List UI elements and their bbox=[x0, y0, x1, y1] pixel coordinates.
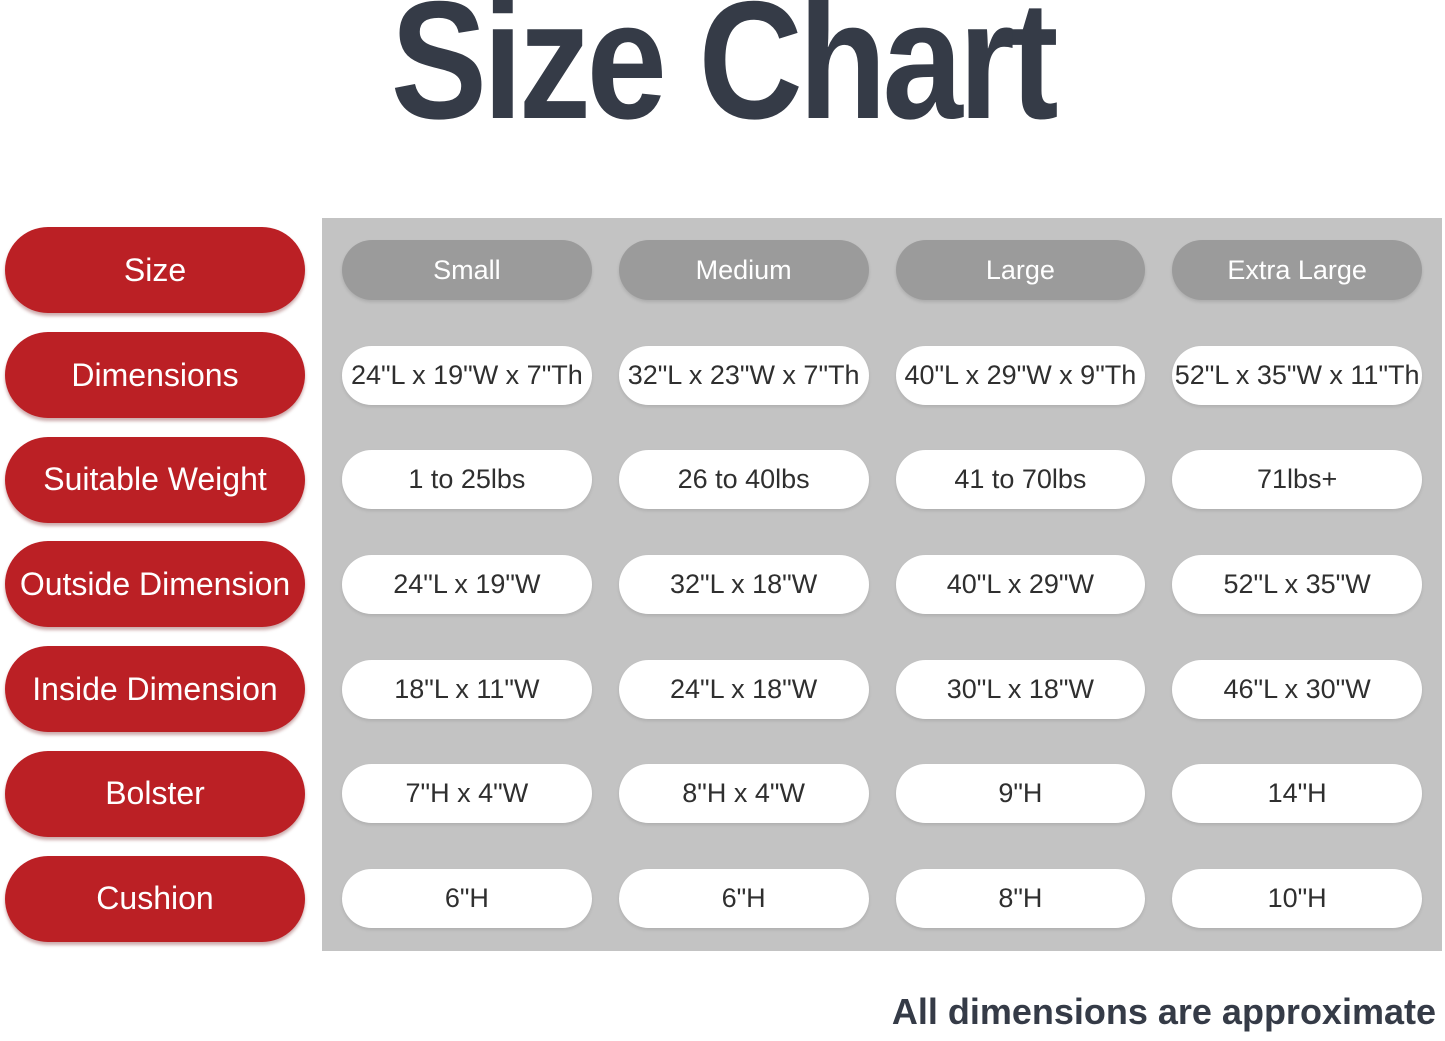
row-label-bolster: Bolster bbox=[5, 750, 305, 837]
table-cell: 6"H bbox=[618, 869, 869, 929]
row-label-dimensions: Dimensions bbox=[5, 332, 305, 419]
table-cell: 10"H bbox=[1172, 869, 1422, 929]
column-header-large: Large bbox=[895, 240, 1146, 301]
page-title: Size Chart bbox=[390, 0, 1059, 154]
table-row-inside-dimension: 18"L x 11"W 24"L x 18"W 30"L x 18"W 46"L… bbox=[342, 637, 1422, 742]
table-cell: 8"H x 4"W bbox=[618, 764, 869, 824]
row-label-cushion: Cushion bbox=[5, 855, 305, 942]
row-label-outside-dimension: Outside Dimension bbox=[5, 541, 305, 628]
table-row-dimensions: 24"L x 19"W x 7"Th 32"L x 23"W x 7"Th 40… bbox=[342, 323, 1422, 428]
table-cell: 14"H bbox=[1172, 764, 1422, 824]
table-cell: 40"L x 29"W bbox=[895, 554, 1146, 614]
row-label-size: Size bbox=[5, 227, 305, 314]
table-cell: 46"L x 30"W bbox=[1172, 659, 1422, 719]
table-cell: 26 to 40lbs bbox=[618, 450, 869, 510]
column-header-small: Small bbox=[342, 240, 592, 301]
table-cell: 1 to 25lbs bbox=[342, 450, 592, 510]
table-row-bolster: 7"H x 4"W 8"H x 4"W 9"H 14"H bbox=[342, 742, 1422, 847]
table-row-cushion: 6"H 6"H 8"H 10"H bbox=[342, 846, 1422, 951]
table-cell: 24"L x 19"W x 7"Th bbox=[342, 345, 592, 405]
table-cell: 7"H x 4"W bbox=[342, 764, 592, 824]
table-cell: 71lbs+ bbox=[1172, 450, 1422, 510]
table-cell: 24"L x 19"W bbox=[342, 554, 592, 614]
table-cell: 24"L x 18"W bbox=[618, 659, 869, 719]
column-header-extra-large: Extra Large bbox=[1172, 240, 1422, 301]
table-row-outside-dimension: 24"L x 19"W 32"L x 18"W 40"L x 29"W 52"L… bbox=[342, 532, 1422, 637]
footnote: All dimensions are approximate bbox=[891, 991, 1436, 1032]
table-cell: 6"H bbox=[342, 869, 592, 929]
table-row-suitable-weight: 1 to 25lbs 26 to 40lbs 41 to 70lbs 71lbs… bbox=[342, 427, 1422, 532]
table-header-row: Small Medium Large Extra Large bbox=[342, 218, 1422, 323]
table-cell: 18"L x 11"W bbox=[342, 659, 592, 719]
table-cell: 41 to 70lbs bbox=[895, 450, 1146, 510]
row-label-column: Size Dimensions Suitable Weight Outside … bbox=[5, 218, 305, 951]
table-cell: 30"L x 18"W bbox=[895, 659, 1146, 719]
row-label-suitable-weight: Suitable Weight bbox=[5, 436, 305, 523]
row-label-inside-dimension: Inside Dimension bbox=[5, 646, 305, 733]
table-cell: 40"L x 29"W x 9"Th bbox=[895, 345, 1146, 405]
table-cell: 8"H bbox=[895, 869, 1146, 929]
table-cell: 52"L x 35"W bbox=[1172, 554, 1422, 614]
table-cell: 32"L x 18"W bbox=[618, 554, 869, 614]
column-header-medium: Medium bbox=[618, 240, 869, 301]
table-cell: 52"L x 35"W x 11"Th bbox=[1172, 345, 1422, 405]
table-cell: 9"H bbox=[895, 764, 1146, 824]
size-table-panel: Small Medium Large Extra Large 24"L x 19… bbox=[322, 218, 1442, 951]
table-cell: 32"L x 23"W x 7"Th bbox=[618, 345, 869, 405]
